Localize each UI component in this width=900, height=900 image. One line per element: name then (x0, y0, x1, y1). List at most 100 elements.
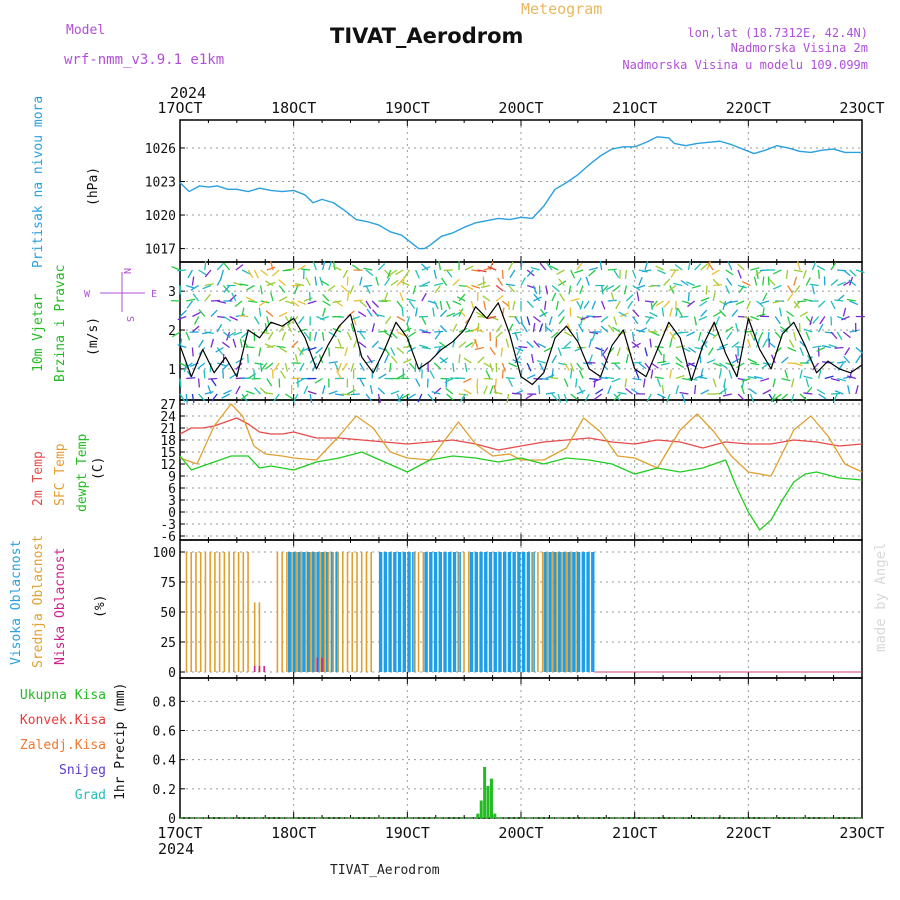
wind-arrow (563, 378, 569, 388)
wind-arrow (239, 283, 249, 287)
footer-station: TIVAT_Aerodrom (330, 863, 440, 878)
wind-arrow (187, 269, 193, 279)
wind-arrow (396, 347, 405, 354)
wind-arrow (600, 316, 609, 323)
wind-arrow (793, 331, 797, 341)
wind-arrow (501, 300, 510, 308)
top-tick-label: 21OCT (612, 99, 657, 117)
wind-legend-north: N (121, 268, 132, 274)
high_cloud-bar (429, 552, 433, 672)
mid_cloud-bar (370, 552, 372, 672)
wind-arrow (171, 266, 181, 271)
wind-arrow (797, 300, 807, 303)
lonlat-text: lon,lat (18.7312E, 42.4N) (687, 26, 868, 40)
mid_cloud-bar (551, 552, 553, 672)
wind-arrow (346, 310, 355, 318)
wind-arrow (439, 300, 443, 310)
mid_cloud-bar (346, 552, 349, 672)
wind-arrow (458, 327, 468, 333)
wind-arrow (389, 269, 398, 276)
wind-arrow (568, 285, 572, 295)
wind-arrow (803, 328, 813, 333)
wind-arrow (846, 298, 856, 302)
wind-arrow (470, 300, 475, 310)
wind-arrow (341, 362, 348, 371)
wind-arrow (557, 393, 562, 403)
wind-arrow (210, 299, 221, 302)
wind-arrow (712, 378, 717, 388)
high_cloud-bar (311, 552, 316, 672)
wind-arrow (192, 311, 201, 318)
wind-arrow (579, 316, 584, 326)
wind-arrow (383, 292, 389, 302)
mid_cloud-bar (305, 552, 307, 672)
wind-arrow (371, 300, 380, 308)
wind-arrow (508, 261, 514, 271)
wind-arrow (363, 267, 373, 271)
sfc-line (179, 403, 863, 477)
wind-arrow (363, 284, 373, 288)
mid_cloud-bar (463, 552, 465, 672)
wind-arrow (384, 316, 392, 325)
pressure-ylabel-main: Pritisak na nivou mora (31, 96, 46, 268)
dewpt-line (179, 451, 863, 531)
wind-arrow (712, 292, 716, 302)
wind-arrow (832, 393, 838, 403)
wind-arrow (371, 323, 375, 333)
wind-arrow (265, 362, 274, 370)
top-tick-label: 18OCT (271, 99, 316, 117)
wind-arrow (556, 269, 565, 275)
wind-arrow (707, 262, 714, 271)
wind-arrow (475, 311, 485, 318)
wind-arrow (185, 284, 195, 289)
wind-arrow (303, 297, 313, 302)
wind-arrow (842, 269, 851, 277)
wind-arrow (313, 331, 318, 341)
wind-arrow (691, 284, 701, 289)
wind-arrow (266, 378, 273, 387)
wind-arrow (258, 347, 262, 357)
wind-arrow (540, 308, 547, 317)
wind-arrow (636, 284, 646, 289)
wind-arrow (843, 280, 852, 287)
wind-arrow (760, 377, 770, 382)
high_cloud-bar (507, 552, 512, 672)
wind-arrow (512, 300, 516, 310)
wind-arrow (216, 362, 226, 367)
wind-arrow (570, 393, 578, 401)
wind-arrow (623, 285, 628, 295)
wind-arrow (211, 393, 218, 402)
wind-arrow (301, 268, 311, 271)
high_cloud-bar (292, 552, 297, 672)
wind-arrow (712, 362, 722, 367)
wind-arrow (636, 329, 646, 333)
wind-arrow (378, 346, 388, 352)
wind-arrow (378, 330, 388, 333)
wind-arrow (610, 292, 615, 302)
wind-arrow (625, 387, 633, 395)
wind-arrow (842, 331, 851, 339)
high_cloud-bar (469, 552, 474, 672)
temp2m-line (179, 417, 863, 451)
wind-arrow (315, 347, 324, 354)
wind-arrow (316, 315, 325, 321)
wind-arrow (598, 376, 608, 380)
wind-arrow (848, 279, 857, 287)
wind-arrow (397, 393, 404, 402)
panels-frame (179, 119, 863, 819)
wind-arrow (337, 362, 342, 372)
wind-arrow (697, 331, 702, 341)
wind-arrow (719, 343, 728, 349)
wind-arrow (799, 311, 809, 318)
wind-arrow (464, 284, 474, 291)
high_cloud-bar (306, 552, 311, 672)
wind-arrow (668, 284, 677, 292)
wind-arrow (650, 362, 659, 369)
wind-arrow (408, 362, 416, 371)
wind-arrow (477, 356, 485, 364)
wind-arrow (803, 375, 813, 380)
wind-arrow (419, 344, 429, 349)
wind-arrow (353, 299, 363, 302)
wind-arrow (812, 345, 822, 349)
mid_cloud-bar (467, 552, 470, 672)
